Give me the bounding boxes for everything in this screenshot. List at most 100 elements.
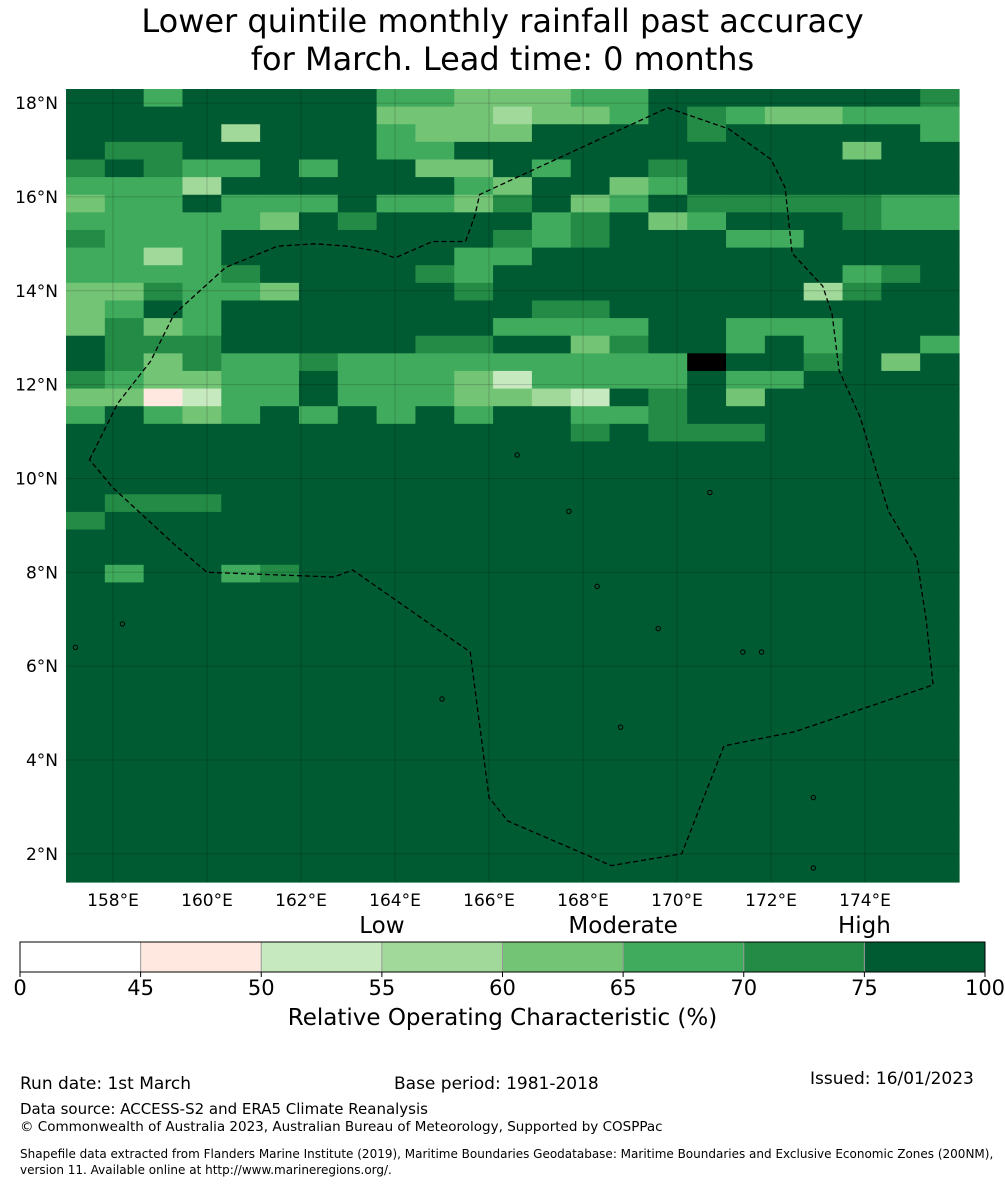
grid-cell <box>764 846 805 865</box>
grid-cell <box>376 776 417 795</box>
grid-cell <box>260 811 300 830</box>
grid-cell <box>687 811 727 830</box>
grid-cell <box>570 124 611 143</box>
grid-cell <box>764 635 805 654</box>
grid-cell <box>920 106 960 125</box>
grid-cell <box>182 406 222 425</box>
grid-cell <box>104 564 145 584</box>
grid-cell <box>143 441 184 460</box>
grid-cell <box>920 441 960 460</box>
grid-cell <box>493 864 533 883</box>
grid-cell <box>298 141 339 161</box>
grid-cell <box>687 459 727 478</box>
grid-cell <box>609 635 649 654</box>
grid-cell <box>609 388 649 407</box>
grid-cell <box>376 564 417 584</box>
grid-cell <box>493 846 533 865</box>
grid-cell <box>143 370 184 390</box>
grid-cell <box>143 247 184 266</box>
colorbar-swatch <box>381 942 503 972</box>
grid-cell <box>376 600 417 619</box>
grid-cell <box>454 300 494 319</box>
grid-cell <box>726 776 766 795</box>
grid-cell <box>182 511 222 531</box>
grid-cell <box>66 494 106 513</box>
grid-cell <box>531 335 572 354</box>
grid-cell <box>454 353 494 372</box>
grid-cell <box>881 124 921 143</box>
grid-cell <box>376 318 417 337</box>
grid-cell <box>298 212 339 231</box>
grid-cell <box>570 494 611 513</box>
grid-cell <box>415 635 455 654</box>
longitude-label: 172°E <box>745 891 797 911</box>
grid-cell <box>454 318 494 337</box>
grid-cell <box>570 829 611 848</box>
grid-cell <box>454 564 494 584</box>
grid-cell <box>337 318 378 337</box>
grid-cell <box>376 688 417 707</box>
grid-cell <box>182 370 222 390</box>
grid-cell <box>803 864 844 883</box>
grid-cell <box>687 758 727 777</box>
grid-cell <box>66 459 106 478</box>
grid-cell <box>531 194 572 213</box>
grid-cell <box>415 476 455 495</box>
colorbar-label: Relative Operating Characteristic (%) <box>287 1005 718 1031</box>
grid-cell <box>415 600 455 619</box>
grid-cell <box>648 353 688 372</box>
grid-cell <box>143 864 184 883</box>
grid-cell <box>842 652 882 672</box>
grid-cell <box>66 600 106 619</box>
grid-cell <box>182 547 222 566</box>
grid-cell <box>298 229 339 249</box>
grid-cell <box>66 705 106 724</box>
grid-cell <box>493 141 533 161</box>
grid-cell <box>842 177 882 196</box>
grid-cell <box>570 564 611 584</box>
grid-cell <box>842 406 882 425</box>
grid-cell <box>337 776 378 795</box>
grid-cell <box>570 370 611 390</box>
grid-cell <box>104 547 145 566</box>
grid-cell <box>493 177 533 196</box>
grid-cell <box>920 864 960 883</box>
grid-cell <box>454 829 494 848</box>
grid-cell <box>570 247 611 266</box>
grid-cell <box>376 793 417 813</box>
grid-cell <box>260 106 300 125</box>
grid-cell <box>803 688 844 707</box>
grid-cell <box>726 582 766 601</box>
grid-cell <box>66 829 106 848</box>
grid-cell <box>454 212 494 231</box>
grid-cell <box>298 89 339 108</box>
grid-cell <box>726 335 766 354</box>
grid-cell <box>687 89 727 108</box>
grid-cell <box>803 212 844 231</box>
grid-cell <box>454 846 494 865</box>
grid-cell <box>726 617 766 636</box>
grid-cell <box>376 335 417 354</box>
grid-cell <box>66 846 106 865</box>
grid-cell <box>337 212 378 231</box>
grid-cell <box>920 758 960 777</box>
grid-cell <box>920 141 960 161</box>
grid-cell <box>726 194 766 213</box>
grid-cell <box>687 635 727 654</box>
grid-cell <box>415 370 455 390</box>
grid-cell <box>415 318 455 337</box>
grid-cell <box>803 652 844 672</box>
grid-cell <box>454 459 494 478</box>
grid-cell <box>726 300 766 319</box>
grid-cell <box>298 370 339 390</box>
grid-cell <box>609 617 649 636</box>
grid-cell <box>337 282 378 302</box>
grid-cell <box>881 617 921 636</box>
grid-cell <box>337 617 378 636</box>
grid-cell <box>920 247 960 266</box>
grid-cell <box>726 547 766 566</box>
grid-cell <box>182 864 222 883</box>
grid-cell <box>298 652 339 672</box>
grid-cell <box>337 265 378 284</box>
grid-cell <box>143 547 184 566</box>
